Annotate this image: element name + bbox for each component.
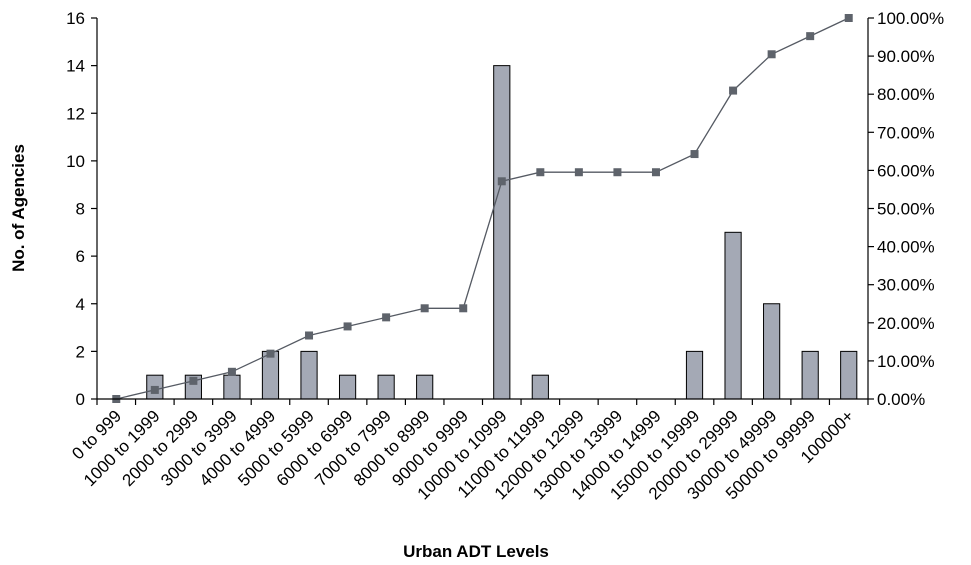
bar [416,374,434,400]
cumulative-point [497,177,506,186]
right-tick-label: 70.00% [877,123,935,142]
bar [223,374,241,400]
left-axis-ticks: 0 2 4 6 8 10 12 14 16 [66,9,97,409]
left-tick-label: 10 [66,152,85,171]
cumulative-point [690,150,699,159]
cumulative-point [729,86,738,95]
cumulative-point [806,32,815,41]
bar [261,350,280,400]
left-tick-label: 12 [66,104,85,123]
cumulative-point [382,313,391,322]
bar [338,374,357,400]
right-tick-label: 50.00% [877,200,935,219]
cumulative-point [613,168,622,177]
cumulative-line [116,17,849,400]
cumulative-point [651,168,660,177]
left-tick-label: 0 [76,390,85,409]
cumulative-point [574,168,583,177]
cumulative-point [844,14,853,22]
cumulative-point [189,376,198,385]
cumulative-line-layer [112,14,853,403]
left-tick-label: 6 [76,247,85,266]
right-tick-label: 40.00% [877,238,935,257]
cumulative-point [266,349,275,358]
right-tick-label: 100.00% [877,9,944,28]
cumulative-point [227,367,236,376]
cumulative-point [305,331,314,340]
left-tick-label: 4 [76,295,85,314]
cumulative-point [536,168,545,177]
bar [840,350,858,400]
bar [685,350,704,400]
right-tick-label: 10.00% [877,352,935,371]
right-tick-label: 30.00% [877,276,935,295]
cumulative-point [150,385,159,394]
right-tick-label: 60.00% [877,161,935,180]
bar [493,65,511,400]
left-tick-label: 2 [76,342,85,361]
right-tick-label: 20.00% [877,314,935,333]
bar [724,231,742,400]
cumulative-point [459,304,468,313]
y-axis-title: No. of Agencies [9,144,28,272]
cumulative-point [343,322,352,331]
cumulative-point [767,50,776,59]
right-tick-label: 90.00% [877,47,935,66]
bar [763,303,781,400]
left-tick-label: 16 [66,9,85,28]
cumulative-point [420,304,429,313]
left-tick-label: 8 [76,200,85,219]
x-axis-title: Urban ADT Levels [403,542,549,561]
bar [300,350,318,400]
bar [377,374,395,400]
right-tick-label: 0.00% [877,390,925,409]
right-axis-ticks: 0.00% 10.00% 20.00% 30.00% 40.00% 50.00% 60.00… [868,9,944,409]
bar [801,350,819,400]
bars [146,65,858,400]
left-tick-label: 14 [66,57,85,76]
right-tick-label: 80.00% [877,85,935,104]
bar [531,374,549,400]
